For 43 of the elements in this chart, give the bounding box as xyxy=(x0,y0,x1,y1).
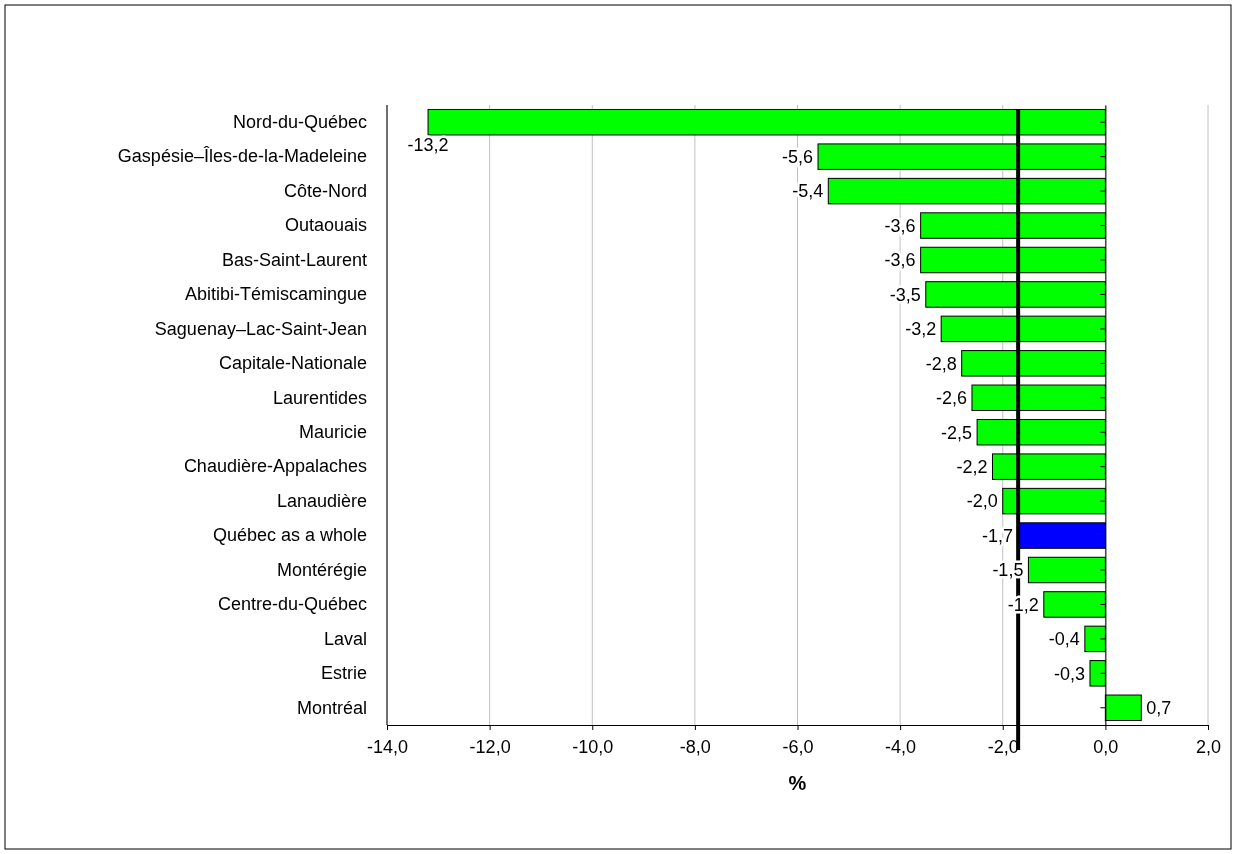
data-label: -1,7 xyxy=(982,525,1014,546)
y-tick-label: Laval xyxy=(323,628,367,649)
y-tick-label: Capitale-Nationale xyxy=(218,353,367,374)
x-tick-label: -14,0 xyxy=(366,736,409,757)
data-label: -2,0 xyxy=(966,491,998,512)
y-tick-label: Saguenay–Lac-Saint-Jean xyxy=(154,318,367,339)
y-tick-label: Centre-du-Québec xyxy=(217,594,367,615)
data-label: -13,2 xyxy=(407,134,449,155)
y-tick-label: Mauricie xyxy=(298,421,367,442)
x-tick-label: -10,0 xyxy=(572,736,614,757)
data-label: -2,6 xyxy=(935,388,967,409)
x-axis-title: % xyxy=(788,772,807,794)
y-tick-label: Bas-Saint-Laurent xyxy=(221,249,367,270)
data-label: -3,2 xyxy=(905,319,937,340)
y-tick-label: Montréal xyxy=(296,697,367,718)
y-tick-label: Chaudière-Appalaches xyxy=(183,456,367,477)
data-label: -0,4 xyxy=(1048,629,1080,650)
data-label: -3,6 xyxy=(884,215,916,236)
data-label: -5,4 xyxy=(792,181,824,202)
data-label: -2,8 xyxy=(925,353,957,374)
data-label: -5,6 xyxy=(781,146,814,167)
data-label: 0,7 xyxy=(1146,698,1172,719)
x-tick-label: 0,0 xyxy=(1093,736,1119,757)
x-tick-label: -8,0 xyxy=(679,736,711,757)
data-label: -3,6 xyxy=(884,250,916,271)
y-tick-label: Outaouais xyxy=(284,215,367,236)
y-tick-label: Montérégie xyxy=(276,559,367,580)
x-tick-label: -12,0 xyxy=(469,736,511,757)
y-tick-label: Gaspésie–Îles-de-la-Madeleine xyxy=(117,146,367,167)
y-tick-label: Côte-Nord xyxy=(283,180,367,201)
data-label: -0,3 xyxy=(1053,663,1085,684)
y-tick-label: Abitibi-Témiscamingue xyxy=(184,284,367,305)
data-label: -2,2 xyxy=(956,456,988,477)
x-tick-label: 2,0 xyxy=(1195,736,1222,757)
data-label: -3,5 xyxy=(889,284,921,305)
x-tick-label: -6,0 xyxy=(782,736,814,757)
data-label: -2,5 xyxy=(941,422,973,443)
y-tick-label: Estrie xyxy=(320,663,367,684)
y-tick-label: Lanaudière xyxy=(276,490,367,511)
x-tick-label: -4,0 xyxy=(885,736,917,757)
y-tick-label: Laurentides xyxy=(272,387,367,408)
y-tick-label: Québec as a whole xyxy=(212,525,367,546)
y-tick-label: Nord-du-Québec xyxy=(232,111,367,132)
